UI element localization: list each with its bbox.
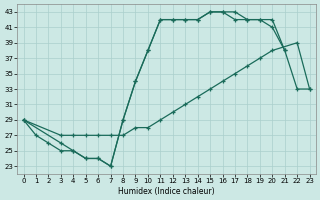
X-axis label: Humidex (Indice chaleur): Humidex (Indice chaleur): [118, 187, 215, 196]
